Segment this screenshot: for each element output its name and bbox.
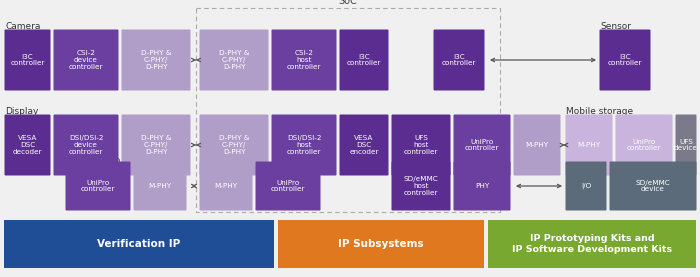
Text: M-PHY: M-PHY: [148, 183, 172, 189]
Text: UniPro
controller: UniPro controller: [271, 179, 305, 192]
FancyBboxPatch shape: [433, 29, 484, 91]
Text: DSI/DSI-2
device
controller: DSI/DSI-2 device controller: [69, 135, 104, 155]
Text: CSI-2
device
controller: CSI-2 device controller: [69, 50, 104, 70]
Text: SoC: SoC: [339, 0, 358, 6]
FancyBboxPatch shape: [66, 161, 130, 211]
FancyBboxPatch shape: [340, 114, 389, 176]
FancyBboxPatch shape: [391, 161, 451, 211]
Text: I/O: I/O: [581, 183, 591, 189]
Text: PHY: PHY: [475, 183, 489, 189]
FancyBboxPatch shape: [610, 161, 696, 211]
Bar: [488, 220, 696, 268]
FancyBboxPatch shape: [676, 114, 696, 176]
FancyBboxPatch shape: [599, 29, 650, 91]
Text: I3C
controller: I3C controller: [10, 54, 45, 66]
FancyBboxPatch shape: [53, 29, 118, 91]
Text: SD/eMMC
host
controller: SD/eMMC host controller: [404, 176, 438, 196]
FancyBboxPatch shape: [199, 114, 269, 176]
FancyBboxPatch shape: [272, 114, 337, 176]
FancyBboxPatch shape: [53, 114, 118, 176]
Text: SD/eMMC
device: SD/eMMC device: [636, 179, 671, 192]
Text: Camera: Camera: [5, 22, 41, 31]
Text: Sensor: Sensor: [600, 22, 631, 31]
FancyBboxPatch shape: [454, 114, 510, 176]
Text: D-PHY &
C-PHY/
D-PHY: D-PHY & C-PHY/ D-PHY: [218, 135, 249, 155]
Text: IP Prototyping Kits and
IP Software Development Kits: IP Prototyping Kits and IP Software Deve…: [512, 234, 672, 254]
Text: M-PHY: M-PHY: [526, 142, 549, 148]
FancyBboxPatch shape: [4, 29, 50, 91]
Text: Verification IP: Verification IP: [97, 239, 181, 249]
FancyBboxPatch shape: [4, 114, 50, 176]
Text: Display: Display: [5, 107, 38, 116]
Text: D-PHY &
C-PHY/
D-PHY: D-PHY & C-PHY/ D-PHY: [141, 50, 172, 70]
Text: VESA
DSC
decoder: VESA DSC decoder: [13, 135, 42, 155]
Text: D-PHY &
C-PHY/
D-PHY: D-PHY & C-PHY/ D-PHY: [141, 135, 172, 155]
Text: Mobile storage: Mobile storage: [566, 107, 633, 116]
FancyBboxPatch shape: [272, 29, 337, 91]
FancyBboxPatch shape: [615, 114, 673, 176]
Text: M-PHY: M-PHY: [214, 183, 237, 189]
FancyBboxPatch shape: [199, 29, 269, 91]
FancyBboxPatch shape: [199, 161, 253, 211]
Text: VESA
DSC
encoder: VESA DSC encoder: [349, 135, 379, 155]
FancyBboxPatch shape: [566, 114, 612, 176]
Text: D-PHY &
C-PHY/
D-PHY: D-PHY & C-PHY/ D-PHY: [218, 50, 249, 70]
FancyBboxPatch shape: [391, 114, 451, 176]
Text: DSI/DSI-2
host
controller: DSI/DSI-2 host controller: [287, 135, 321, 155]
FancyBboxPatch shape: [340, 29, 389, 91]
Text: IP Subsystems: IP Subsystems: [338, 239, 423, 249]
FancyBboxPatch shape: [256, 161, 321, 211]
FancyBboxPatch shape: [566, 161, 606, 211]
Text: I3C
controller: I3C controller: [608, 54, 643, 66]
Text: M-PHY: M-PHY: [578, 142, 601, 148]
Text: UniPro
controller: UniPro controller: [465, 138, 499, 151]
Bar: [4, 220, 274, 268]
Bar: [278, 220, 484, 268]
Text: Chip-to-chip: Chip-to-chip: [66, 156, 121, 165]
Text: CSI-2
host
controller: CSI-2 host controller: [287, 50, 321, 70]
Bar: [196, 8, 500, 212]
FancyBboxPatch shape: [514, 114, 561, 176]
Text: I3C
controller: I3C controller: [346, 54, 382, 66]
Text: UniPro
controller: UniPro controller: [626, 138, 662, 151]
Text: UniPro
controller: UniPro controller: [80, 179, 116, 192]
Text: UFS
device: UFS device: [674, 138, 698, 151]
FancyBboxPatch shape: [122, 29, 190, 91]
Text: UFS
host
controller: UFS host controller: [404, 135, 438, 155]
Text: I3C
controller: I3C controller: [442, 54, 476, 66]
FancyBboxPatch shape: [134, 161, 186, 211]
FancyBboxPatch shape: [122, 114, 190, 176]
FancyBboxPatch shape: [454, 161, 510, 211]
